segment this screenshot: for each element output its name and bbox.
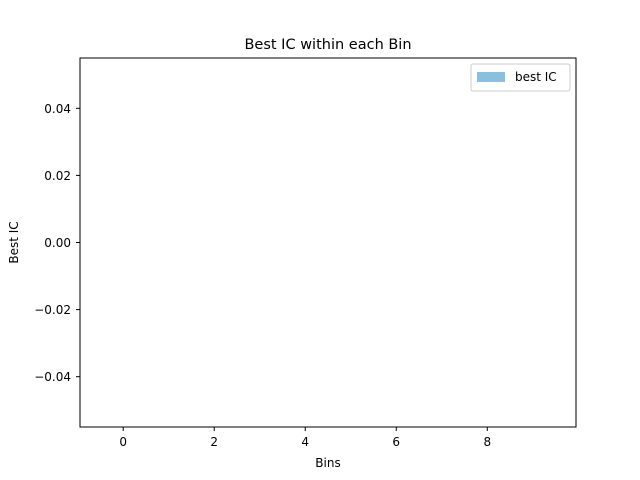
legend: best IC: [470, 63, 571, 92]
chart-title: Best IC within each Bin: [244, 37, 411, 53]
y-tick-label: −0.02: [34, 303, 71, 317]
legend-label-best-ic: best IC: [515, 70, 557, 84]
y-tick-label: 0.00: [44, 236, 71, 250]
x-tick-label: 2: [210, 435, 218, 449]
y-axis-ticks: −0.04 −0.02 0.00 0.02 0.04: [34, 102, 80, 384]
x-tick-label: 6: [392, 435, 400, 449]
legend-swatch-best-ic: [477, 72, 505, 82]
x-tick-label: 0: [119, 435, 127, 449]
y-axis-label: Best IC: [7, 221, 21, 263]
y-tick-label: 0.04: [44, 102, 71, 116]
y-tick-label: −0.04: [34, 370, 71, 384]
y-tick-label: 0.02: [44, 169, 71, 183]
x-tick-label: 4: [301, 435, 309, 449]
x-axis-ticks: 0 2 4 6 8: [119, 427, 491, 449]
legend-box: [470, 63, 571, 92]
x-tick-label: 8: [483, 435, 491, 449]
x-axis-label: Bins: [315, 456, 340, 470]
